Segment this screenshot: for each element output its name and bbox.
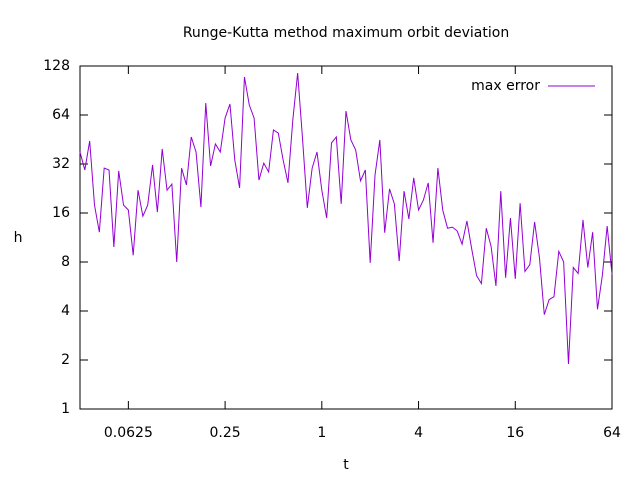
x-tick-label: 0.0625: [104, 425, 153, 441]
y-tick-label: 4: [61, 303, 70, 319]
y-tick-label: 2: [61, 352, 70, 368]
plot-frame: [79, 65, 613, 410]
y-axis-label: h: [14, 230, 23, 246]
chart-title: Runge-Kutta method maximum orbit deviati…: [183, 25, 509, 41]
x-tick-label: 1: [317, 425, 326, 441]
x-tick-label: 4: [414, 425, 423, 441]
y-tick-label: 16: [52, 205, 70, 221]
x-tick-label: 64: [603, 425, 621, 441]
y-tick-label: 8: [61, 254, 70, 270]
y-tick-label: 64: [52, 107, 70, 123]
x-tick-label: 0.25: [210, 425, 241, 441]
x-axis-label: t: [343, 457, 349, 473]
data-line: [79, 72, 613, 365]
y-tick-label: 1: [61, 401, 70, 417]
x-tick-label: 16: [506, 425, 524, 441]
legend-label: max error: [471, 78, 540, 94]
y-tick-label: 128: [43, 58, 70, 74]
y-tick-label: 32: [52, 156, 70, 172]
